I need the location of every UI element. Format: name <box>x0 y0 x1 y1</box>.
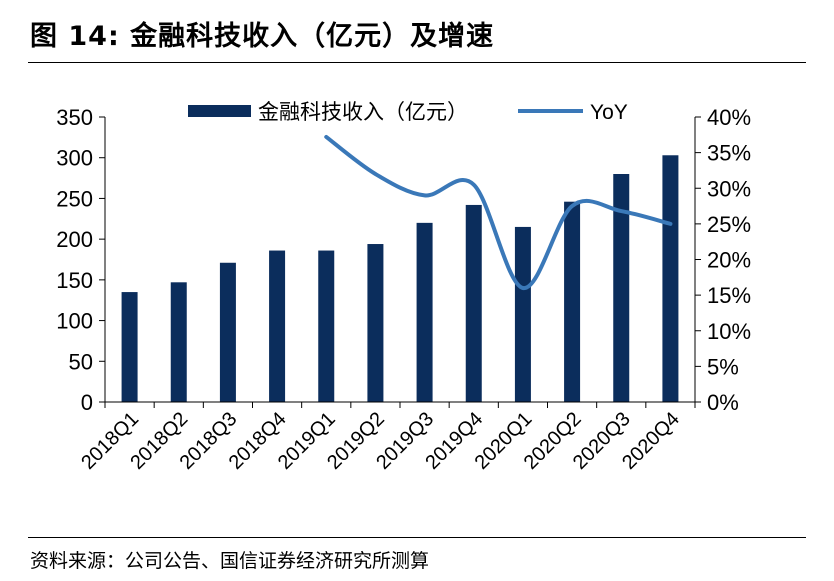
y-tick-label-left: 250 <box>56 186 93 211</box>
y-tick-label-right: 15% <box>707 283 751 308</box>
title-divider <box>28 62 806 63</box>
bar-2018Q4 <box>269 250 286 402</box>
bar-2020Q4 <box>662 155 679 402</box>
y-tick-label-left: 100 <box>56 309 93 334</box>
bar-2019Q2 <box>367 244 384 402</box>
bar-2018Q3 <box>219 262 236 402</box>
bar-2019Q3 <box>416 222 433 402</box>
bar-2020Q1 <box>514 226 531 402</box>
legend-bar-swatch <box>188 105 251 117</box>
bar-2020Q3 <box>613 174 630 402</box>
bar-2018Q2 <box>170 282 187 402</box>
legend-line-label: YoY <box>590 101 628 124</box>
y-tick-label-right: 35% <box>707 141 751 166</box>
y-tick-label-right: 40% <box>707 105 751 130</box>
y-tick-label-left: 300 <box>56 146 93 171</box>
bar-2018Q1 <box>121 292 138 402</box>
source-divider <box>28 537 806 538</box>
bar-2019Q4 <box>465 204 482 402</box>
y-tick-label-right: 30% <box>707 176 751 201</box>
y-tick-label-left: 50 <box>69 349 93 374</box>
legend-bar-label: 金融科技收入（亿元） <box>258 101 468 124</box>
bar-2020Q2 <box>564 201 581 402</box>
y-tick-label-right: 25% <box>707 212 751 237</box>
y-tick-label-right: 5% <box>707 354 739 379</box>
y-tick-label-right: 0% <box>707 390 739 415</box>
source-note: 资料来源：公司公告、国信证券经济研究所测算 <box>30 550 430 572</box>
figure-title: 图 14: 金融科技收入（亿元）及增速 <box>30 21 495 52</box>
y-tick-label-right: 10% <box>707 319 751 344</box>
yoy-line <box>324 134 673 290</box>
y-tick-label-left: 200 <box>56 227 93 252</box>
bar-2019Q1 <box>318 250 335 402</box>
y-tick-label-right: 20% <box>707 248 751 273</box>
y-tick-label-left: 150 <box>56 268 93 293</box>
y-tick-label-left: 350 <box>56 105 93 130</box>
y-tick-label-left: 0 <box>81 390 93 415</box>
